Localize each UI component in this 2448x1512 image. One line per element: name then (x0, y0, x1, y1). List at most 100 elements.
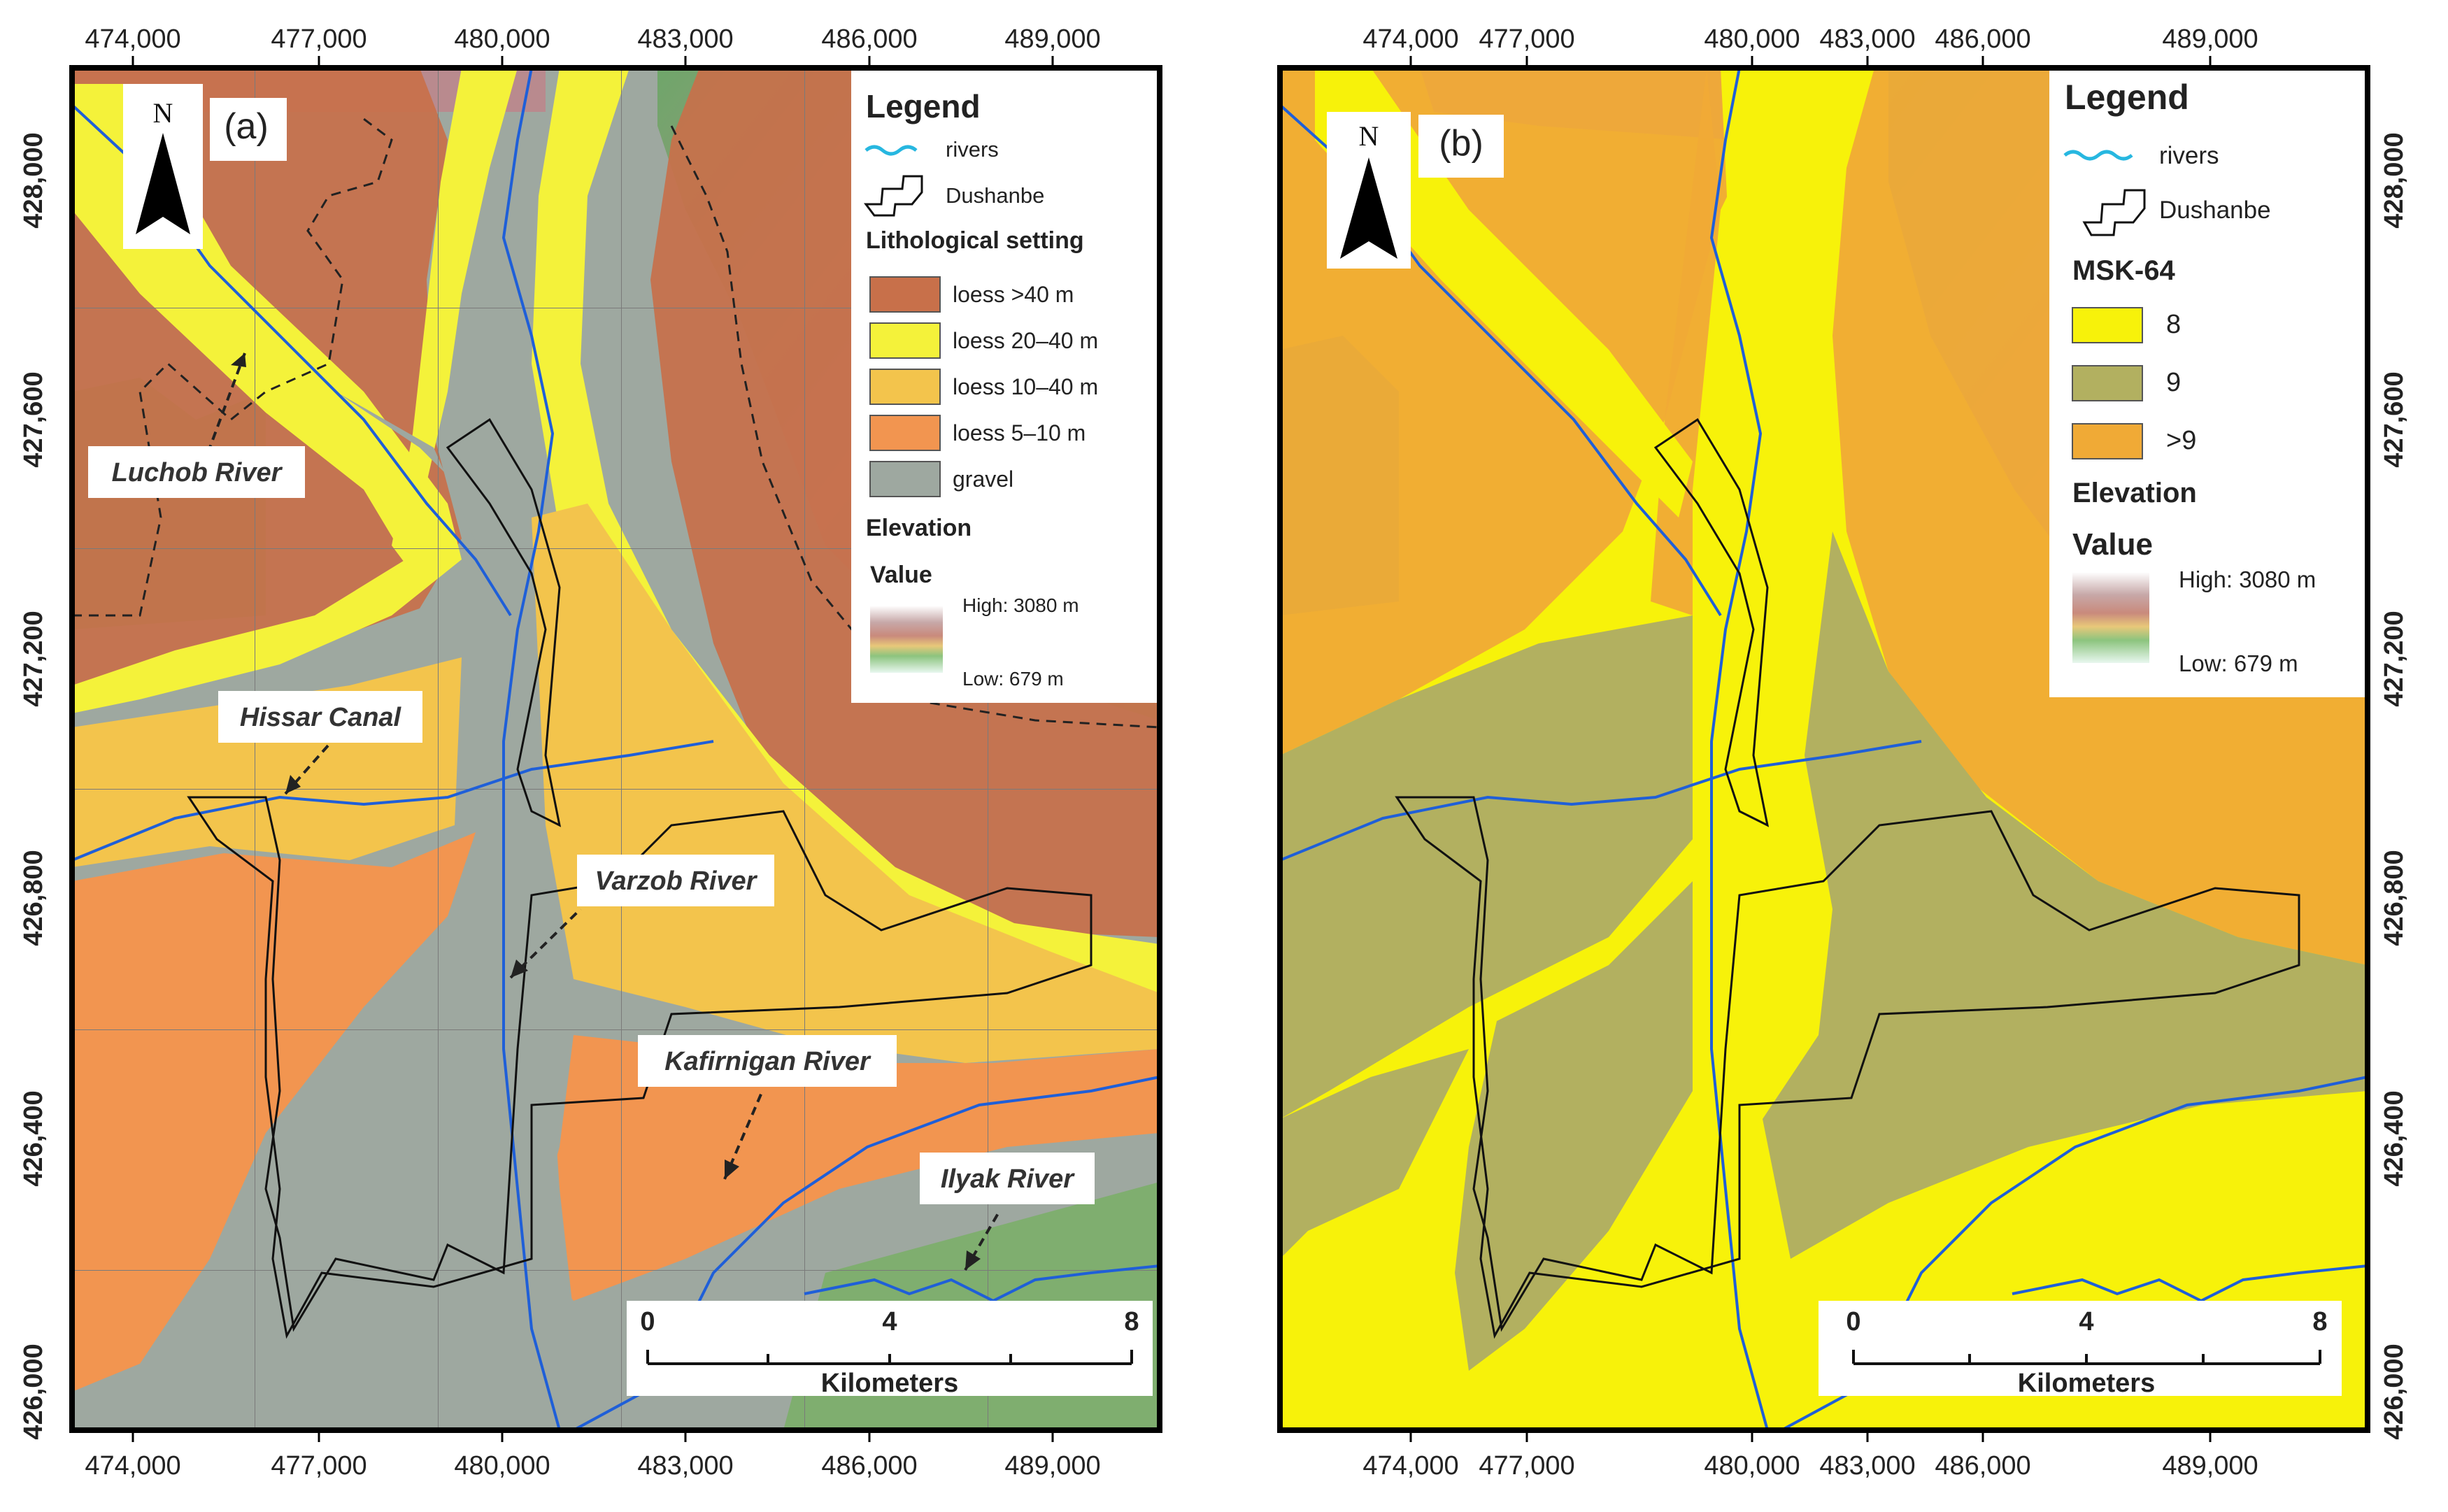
legend-swatch (869, 415, 941, 451)
dushanbe-boundary-b (1395, 796, 2300, 1339)
legend-class-label: loess 20–40 m (953, 328, 1098, 353)
y-tick-label: 426,800 (19, 850, 48, 946)
legend-title-b: Legend (2065, 78, 2189, 117)
x-tick-label-bottom: 474,000 (85, 1451, 180, 1481)
panel-label-a: (a) (224, 106, 269, 147)
north-arrow-icon-a (136, 133, 190, 234)
svg-text:Kafirnigan River: Kafirnigan River (664, 1047, 871, 1076)
legend-city-label-b: Dushanbe (2159, 197, 2271, 224)
legend-city-icon-b (2082, 189, 2146, 236)
x-tick-label-top: 477,000 (1479, 24, 1574, 54)
varzob-corridor-b (1653, 418, 1770, 827)
x-tick-label-bottom: 474,000 (1362, 1451, 1458, 1481)
legend-low-label-b: Low: 679 m (2179, 650, 2298, 676)
north-arrow-icon-b (1340, 157, 1397, 259)
axis-ticks-a: 474,000 474,000 477,000 477,000 480,000 480,0… (19, 24, 1101, 1481)
map-b: Legend rivers Dushanbe MSK-64 8 9 >9 Eleva… (1277, 24, 2409, 1481)
legend-elevation-title-a: Elevation (866, 515, 972, 541)
panel-label-box-b (1418, 115, 1504, 178)
svg-text:4: 4 (882, 1307, 897, 1336)
y-tick-label: 426,400 (19, 1090, 48, 1186)
callout-kafirnigan-river: Kafirnigan River (638, 1035, 897, 1180)
legend-rivers-label-a: rivers (946, 137, 999, 162)
legend-class-label: >9 (2166, 426, 2196, 455)
callout-luchob-river: Luchob River (88, 352, 305, 498)
river-varzob-a (501, 68, 561, 1430)
legend-classes-b: 8 9 >9 (2072, 307, 2196, 459)
y-tick-label: 428,000 (19, 132, 48, 228)
legend-title-a: Legend (866, 88, 981, 124)
x-tick-label-bottom: 483,000 (637, 1451, 733, 1481)
legend-rivers-icon-a (864, 145, 918, 156)
legend-class-title-a: Lithological setting (866, 227, 1084, 254)
svg-text:Ilyak River: Ilyak River (941, 1164, 1075, 1194)
legend-city-icon-a (864, 175, 923, 217)
msk-9-b (1763, 532, 2368, 1259)
scalebar-a: 0 4 8 Kilometers (627, 1301, 1153, 1398)
legend-class-label: loess 5–10 m (953, 420, 1086, 445)
y-tick-label: 426,800 (2379, 850, 2409, 946)
legend-classes-a: loess >40 m loess 20–40 m loess 10–40 m loe… (869, 276, 1098, 497)
river-varzob-b (1709, 68, 1769, 1430)
legend-a: Legend rivers Dushanbe Lithological sett… (851, 68, 1160, 703)
legend-b: Legend rivers Dushanbe MSK-64 8 9 >9 Eleva… (2049, 68, 2368, 697)
river-ilyak-a (804, 1264, 1160, 1303)
svg-text:8: 8 (2312, 1307, 2327, 1336)
callout-arrow-icon (511, 960, 528, 978)
elevation-ramp-a (870, 606, 943, 673)
y-tick-label: 426,000 (2379, 1343, 2409, 1439)
river-hissar-canal-b (1280, 740, 1922, 862)
legend-high-label-b: High: 3080 m (2179, 566, 2316, 592)
x-tick-label-top: 480,000 (1704, 24, 1800, 54)
x-tick-label-top: 474,000 (85, 24, 180, 54)
x-tick-label-top: 483,000 (637, 24, 733, 54)
legend-class-label: loess >40 m (953, 282, 1074, 307)
legend-class-label: 9 (2166, 368, 2181, 397)
svg-text:Kilometers: Kilometers (821, 1369, 958, 1398)
x-tick-label-bottom: 483,000 (1819, 1451, 1915, 1481)
svg-text:0: 0 (1846, 1307, 1860, 1336)
north-arrow-a: N (123, 84, 203, 249)
y-tick-label: 428,000 (2379, 132, 2409, 228)
map-a: Legend rivers Dushanbe Lithological sett… (19, 24, 1162, 1481)
y-tick-label: 427,200 (19, 611, 48, 706)
svg-text:0: 0 (640, 1307, 655, 1336)
x-tick-label-top: 477,000 (271, 24, 367, 54)
svg-text:Luchob River: Luchob River (112, 458, 283, 487)
x-tick-label-bottom: 489,000 (1004, 1451, 1100, 1481)
legend-class-label: gravel (953, 466, 1013, 492)
legend-elevation-title-b: Elevation (2072, 478, 2197, 508)
x-tick-label-bottom: 489,000 (2162, 1451, 2258, 1481)
y-tick-label: 427,200 (2379, 611, 2409, 706)
legend-swatch (869, 276, 941, 313)
legend-swatch (2072, 365, 2143, 401)
callout-ilyak-river: Ilyak River (920, 1153, 1095, 1271)
north-arrow-b: N (1327, 112, 1411, 269)
north-label-a: N (153, 97, 173, 129)
msk-9-b (1280, 1049, 1469, 1259)
legend-class-label: 8 (2166, 310, 2181, 339)
elevation-ramp-b (2072, 572, 2149, 663)
x-tick-label-bottom: 486,000 (821, 1451, 917, 1481)
varzob-corridor-a (446, 418, 562, 827)
callout-varzob-river: Varzob River (509, 855, 774, 979)
callout-arrow-icon (231, 353, 246, 367)
callout-arrow-icon (965, 1250, 981, 1270)
panel-label-b: (b) (1439, 123, 1483, 164)
y-tick-label: 427,600 (2379, 371, 2409, 467)
legend-low-label-a: Low: 679 m (962, 668, 1064, 690)
x-tick-label-bottom: 486,000 (1935, 1451, 2030, 1481)
y-tick-label: 427,600 (19, 371, 48, 467)
legend-rivers-label-b: rivers (2159, 142, 2219, 169)
legend-swatch (869, 322, 941, 359)
axis-ticks-b: 474,000 474,000 477,000 477,000 480,000 480,0… (1362, 24, 2409, 1481)
river-hissar-canal-a (72, 740, 714, 862)
msk-9-b (1455, 881, 1693, 1371)
callout-arrow-icon (285, 775, 301, 794)
legend-swatch (2072, 307, 2143, 343)
legend-city-label-a: Dushanbe (946, 183, 1044, 208)
legend-swatch (2072, 423, 2143, 459)
x-tick-label-top: 489,000 (2162, 24, 2258, 54)
x-tick-label-top: 489,000 (1004, 24, 1100, 54)
